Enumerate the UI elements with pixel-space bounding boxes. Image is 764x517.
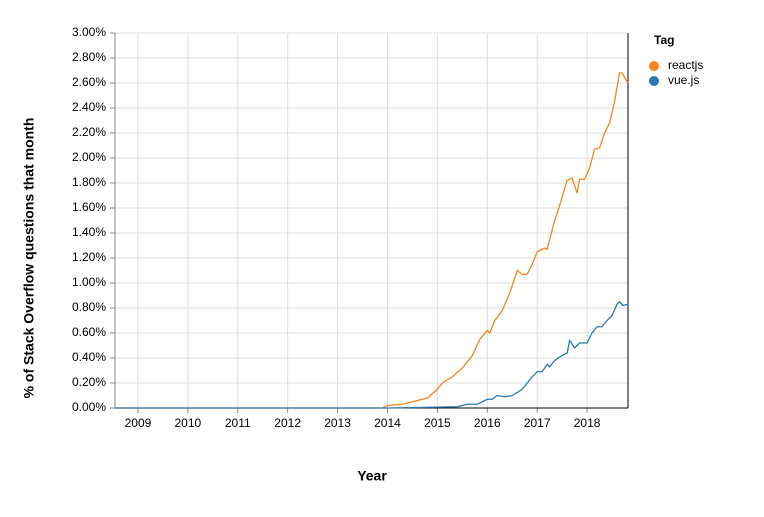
y-tick-label: 1.00% xyxy=(72,275,106,289)
series-line xyxy=(115,300,629,409)
legend-label: reactjs xyxy=(668,58,703,72)
x-tick-label: 2010 xyxy=(175,416,202,430)
y-tick-label: 0.00% xyxy=(72,400,106,414)
y-tick-label: 1.20% xyxy=(72,250,106,264)
x-axis-title: Year xyxy=(357,468,387,484)
y-tick-label: 0.20% xyxy=(72,375,106,389)
y-tick-label: 2.40% xyxy=(72,100,106,114)
x-tick-label: 2013 xyxy=(324,416,351,430)
series-line xyxy=(115,72,629,409)
y-tick-label: 1.60% xyxy=(72,200,106,214)
y-tick-label: 1.40% xyxy=(72,225,106,239)
y-tick-label: 2.80% xyxy=(72,50,106,64)
y-axis-title: % of Stack Overflow questions that month xyxy=(21,118,37,399)
y-tick-label: 0.40% xyxy=(72,350,106,364)
x-tick-label: 2016 xyxy=(474,416,501,430)
x-tick-label: 2014 xyxy=(374,416,401,430)
legend-title: Tag xyxy=(654,33,674,47)
y-tick-label: 2.60% xyxy=(72,75,106,89)
y-tick-label: 2.00% xyxy=(72,150,106,164)
x-tick-label: 2009 xyxy=(125,416,152,430)
legend-symbol xyxy=(649,76,659,86)
y-tick-label: 2.20% xyxy=(72,125,106,139)
y-tick-label: 1.80% xyxy=(72,175,106,189)
y-tick-label: 3.00% xyxy=(72,25,106,39)
legend-label: vue.js xyxy=(668,73,699,87)
x-tick-label: 2017 xyxy=(524,416,551,430)
x-tick-label: 2018 xyxy=(574,416,601,430)
x-tick-label: 2011 xyxy=(225,416,251,430)
x-tick-label: 2015 xyxy=(424,416,451,430)
y-tick-label: 0.60% xyxy=(72,325,106,339)
y-tick-label: 0.80% xyxy=(72,300,106,314)
x-tick-label: 2012 xyxy=(274,416,301,430)
legend-symbol xyxy=(649,61,659,71)
